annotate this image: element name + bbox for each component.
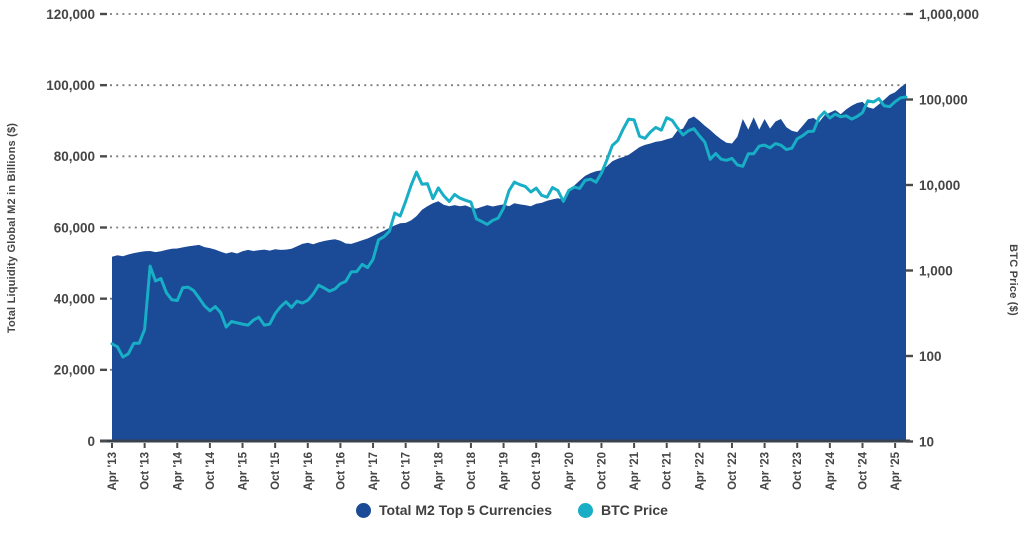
right-tick-mark <box>906 98 913 101</box>
x-tick-mark <box>763 443 766 448</box>
x-tick-label: Oct '20 <box>597 452 609 490</box>
left-tick-mark <box>100 155 107 158</box>
x-tick-label: Apr '16 <box>303 452 315 491</box>
x-tick-mark <box>600 443 603 448</box>
right-tick-mark <box>906 354 913 358</box>
x-tick-mark <box>633 443 636 448</box>
left-tick-label: 100,000 <box>46 78 95 93</box>
left-tick-label: 20,000 <box>54 363 95 378</box>
x-tick-mark <box>306 443 309 448</box>
x-tick-mark <box>404 443 407 448</box>
btc-legend-dot-icon <box>578 502 594 518</box>
x-tick-label: Oct '21 <box>662 451 674 489</box>
x-tick-label: Apr '22 <box>694 452 706 491</box>
x-tick-label: Apr '19 <box>499 452 511 491</box>
left-tick-mark <box>100 226 107 229</box>
x-tick-mark <box>698 443 701 448</box>
right-tick-label: 10 <box>919 434 934 449</box>
right-tick-mark <box>906 269 913 272</box>
x-tick-mark <box>111 443 113 448</box>
m2-legend-dot-icon <box>356 502 372 518</box>
x-tick-mark <box>502 443 505 448</box>
x-tick-mark <box>861 443 864 448</box>
x-tick-label: Apr '23 <box>760 452 772 491</box>
x-tick-label: Oct '23 <box>792 452 804 490</box>
right-tick-label: 1,000 <box>919 263 953 278</box>
x-tick-label: Oct '16 <box>335 452 347 490</box>
left-tick-label: 80,000 <box>54 149 95 164</box>
left-tick-mark <box>100 83 107 87</box>
x-tick-mark <box>535 443 538 448</box>
left-tick-mark <box>100 368 107 372</box>
left-tick-label: 60,000 <box>54 220 95 235</box>
right-tick-label: 1,000,000 <box>919 7 979 22</box>
x-tick-label: Apr '21 <box>629 451 641 490</box>
x-tick-mark <box>339 443 342 448</box>
right-tick-mark <box>906 440 913 443</box>
x-tick-label: Apr '25 <box>890 451 902 490</box>
x-tick-label: Apr '17 <box>368 452 380 491</box>
x-tick-label: Apr '13 <box>107 452 119 491</box>
right-tick-mark <box>906 183 913 187</box>
m2-area-series <box>112 83 906 442</box>
x-tick-label: Oct '22 <box>727 452 739 490</box>
x-tick-label: Apr '20 <box>564 452 576 491</box>
x-tick-mark <box>567 443 570 448</box>
legend: Total M2 Top 5 Currencies BTC Price <box>0 502 1024 518</box>
btc-line-series <box>110 95 908 359</box>
left-tick-mark <box>100 439 107 443</box>
x-tick-label: Oct '18 <box>466 451 478 489</box>
left-tick-mark <box>100 12 107 16</box>
x-tick-label: Oct '14 <box>205 451 217 489</box>
x-tick-label: Apr '18 <box>433 451 445 490</box>
x-tick-label: Apr '15 <box>238 451 250 490</box>
left-tick-label: 0 <box>87 434 95 449</box>
right-tick-mark <box>906 12 913 16</box>
x-tick-label: Apr '24 <box>825 451 837 490</box>
x-tick-mark <box>208 443 211 448</box>
x-tick-label: Apr '14 <box>172 451 184 490</box>
x-tick-label: Oct '13 <box>140 452 152 490</box>
x-tick-label: Oct '19 <box>531 452 543 490</box>
left-tick-label: 120,000 <box>46 7 95 22</box>
left-axis-title: Total Liquidity Global M2 in Billions ($… <box>6 123 18 333</box>
x-tick-mark <box>437 443 440 448</box>
x-axis-line <box>100 439 910 443</box>
x-tick-label: Oct '17 <box>401 452 413 490</box>
x-tick-mark <box>796 443 799 448</box>
x-tick-mark <box>143 443 146 448</box>
x-tick-label: Oct '24 <box>858 451 870 489</box>
left-tick-label: 40,000 <box>54 291 95 306</box>
x-tick-mark <box>372 443 375 448</box>
x-tick-mark <box>665 443 668 448</box>
x-tick-mark <box>730 443 733 448</box>
right-tick-label: 100 <box>919 349 942 364</box>
x-tick-label: Oct '15 <box>270 451 282 489</box>
left-tick-mark <box>100 297 107 300</box>
right-tick-label: 10,000 <box>919 178 960 193</box>
right-axis-title: BTC Price ($) <box>1007 244 1019 316</box>
legend-item-m2[interactable]: Total M2 Top 5 Currencies <box>356 502 552 518</box>
x-tick-mark <box>894 443 897 448</box>
x-tick-mark <box>274 443 277 448</box>
m2-legend-label: Total M2 Top 5 Currencies <box>379 502 553 518</box>
x-tick-mark <box>469 443 472 448</box>
x-tick-mark <box>828 443 831 448</box>
x-tick-mark <box>176 443 179 448</box>
x-tick-mark <box>241 443 244 448</box>
right-tick-label: 100,000 <box>919 92 968 107</box>
btc-legend-label: BTC Price <box>601 502 668 518</box>
legend-item-btc[interactable]: BTC Price <box>578 502 668 518</box>
